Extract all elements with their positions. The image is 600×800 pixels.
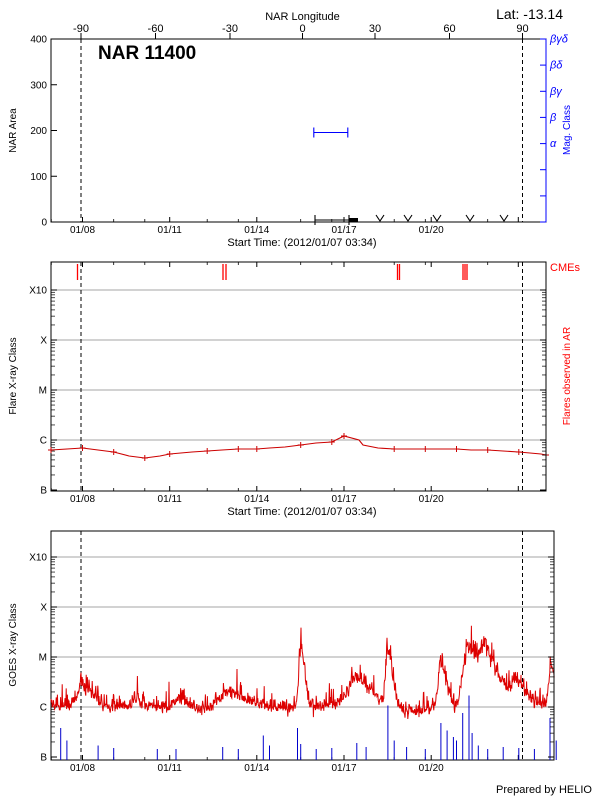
svg-text:X10: X10: [29, 553, 47, 564]
svg-text:01/08: 01/08: [70, 763, 95, 774]
svg-text:M: M: [39, 386, 47, 397]
svg-text:NAR 11400: NAR 11400: [98, 43, 196, 64]
svg-text:X: X: [40, 603, 47, 614]
svg-text:βδ: βδ: [549, 60, 563, 72]
svg-text:01/17: 01/17: [331, 225, 356, 236]
svg-text:-60: -60: [148, 23, 164, 35]
svg-text:200: 200: [30, 126, 47, 137]
svg-text:01/14: 01/14: [244, 225, 269, 236]
svg-text:400: 400: [30, 35, 47, 46]
svg-text:Flares observed in AR: Flares observed in AR: [562, 327, 573, 425]
svg-text:NAR Longitude: NAR Longitude: [265, 11, 340, 23]
svg-text:C: C: [40, 703, 47, 714]
svg-text:01/08: 01/08: [70, 494, 95, 505]
svg-text:Prepared by HELIO: Prepared by HELIO: [496, 784, 592, 796]
svg-text:GOES X-ray Class: GOES X-ray Class: [8, 603, 19, 686]
svg-text:CMEs: CMEs: [550, 262, 580, 274]
svg-text:-30: -30: [222, 23, 238, 35]
svg-text:01/20: 01/20: [419, 763, 444, 774]
svg-text:90: 90: [516, 23, 528, 35]
svg-text:α: α: [550, 138, 557, 150]
svg-text:X: X: [40, 336, 47, 347]
svg-text:β: β: [549, 112, 557, 124]
svg-text:01/20: 01/20: [419, 225, 444, 236]
svg-text:Start Time: (2012/01/07 03:34): Start Time: (2012/01/07 03:34): [227, 506, 376, 518]
svg-text:30: 30: [369, 23, 381, 35]
svg-text:01/14: 01/14: [244, 494, 269, 505]
svg-text:300: 300: [30, 80, 47, 91]
svg-text:βγδ: βγδ: [549, 34, 569, 46]
svg-text:Flare X-ray Class: Flare X-ray Class: [8, 337, 19, 414]
svg-text:NAR Area: NAR Area: [8, 108, 19, 153]
svg-text:01/11: 01/11: [158, 763, 183, 774]
svg-text:01/11: 01/11: [158, 494, 183, 505]
svg-text:01/11: 01/11: [158, 225, 183, 236]
svg-text:01/17: 01/17: [331, 494, 356, 505]
svg-text:Lat: -13.14: Lat: -13.14: [496, 6, 563, 22]
svg-text:0: 0: [299, 23, 305, 35]
svg-text:60: 60: [443, 23, 455, 35]
svg-text:01/08: 01/08: [70, 225, 95, 236]
svg-text:C: C: [40, 436, 47, 447]
svg-text:01/14: 01/14: [244, 763, 269, 774]
svg-text:Mag. Class: Mag. Class: [562, 105, 573, 155]
svg-text:01/20: 01/20: [419, 494, 444, 505]
svg-text:01/17: 01/17: [331, 763, 356, 774]
svg-text:B: B: [40, 486, 47, 497]
svg-text:M: M: [39, 653, 47, 664]
svg-text:B: B: [40, 753, 47, 764]
svg-text:0: 0: [41, 218, 47, 229]
svg-text:βγ: βγ: [549, 86, 563, 98]
svg-text:100: 100: [30, 172, 47, 183]
svg-text:-90: -90: [73, 23, 89, 35]
svg-text:X10: X10: [29, 286, 47, 297]
svg-text:Start Time: (2012/01/07 03:34): Start Time: (2012/01/07 03:34): [227, 237, 376, 249]
